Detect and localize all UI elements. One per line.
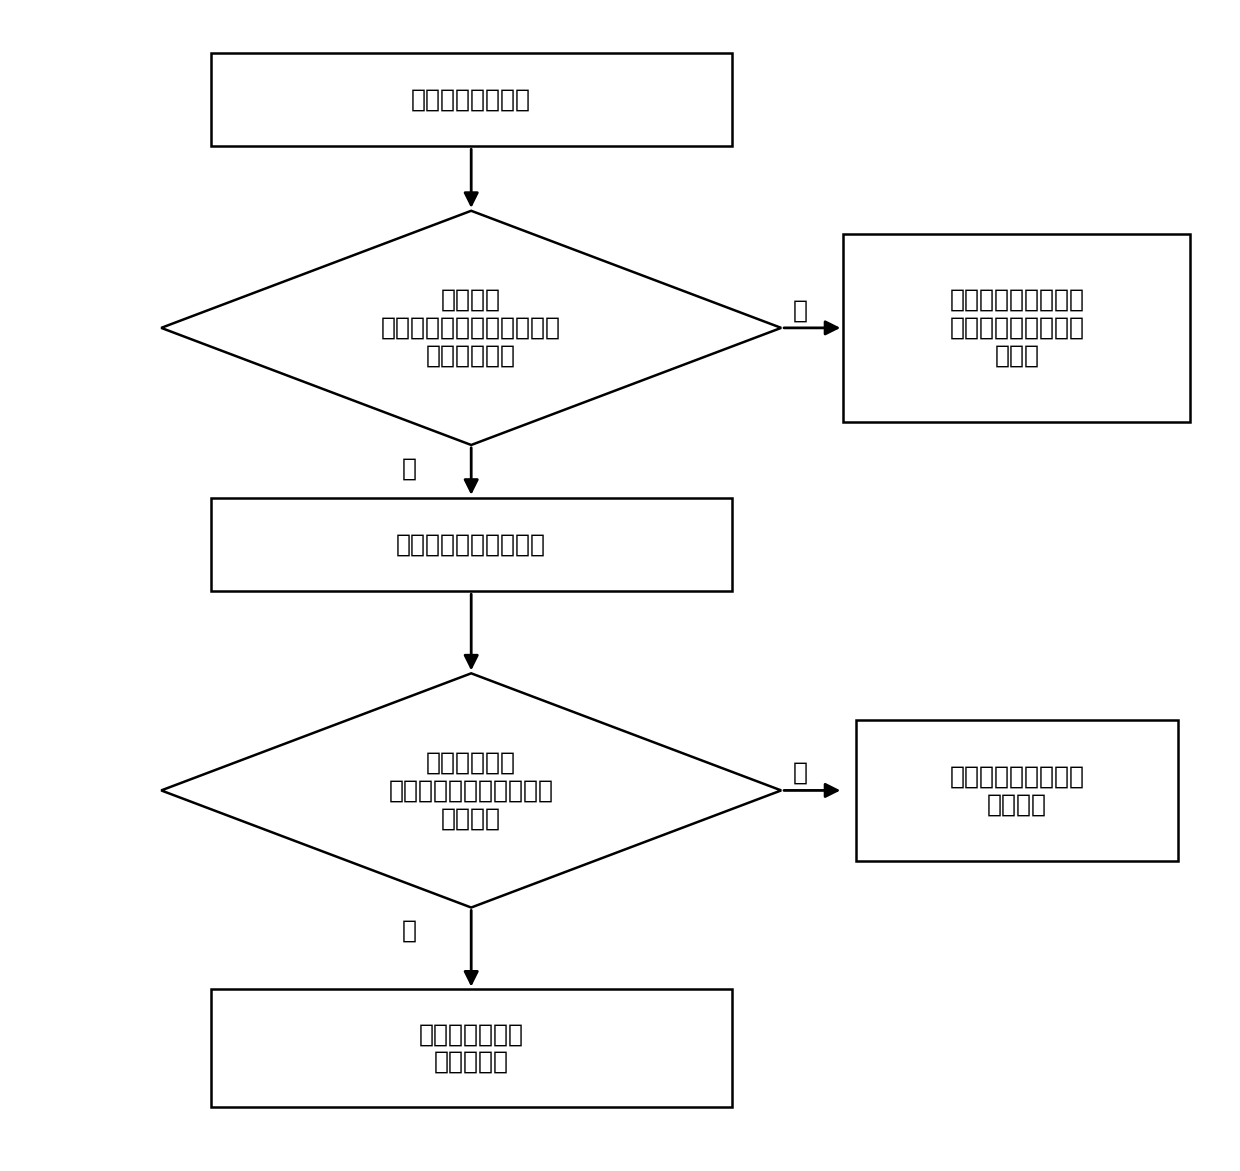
Bar xyxy=(856,720,1178,861)
Text: 判断延迟后的
测机时间是否大于或等于
当前时间: 判断延迟后的 测机时间是否大于或等于 当前时间 xyxy=(388,751,554,830)
Bar xyxy=(211,498,732,591)
Text: 延迟测机时间，
不约束机台: 延迟测机时间， 不约束机台 xyxy=(419,1022,523,1074)
Polygon shape xyxy=(161,211,781,445)
Text: 是: 是 xyxy=(402,457,417,480)
Text: 计算延迟后的测机时间: 计算延迟后的测机时间 xyxy=(397,533,546,556)
Text: 是: 是 xyxy=(402,919,417,943)
Bar xyxy=(211,53,732,146)
Text: 计算最新空闲时间: 计算最新空闲时间 xyxy=(412,88,531,111)
Bar xyxy=(211,989,732,1107)
Polygon shape xyxy=(161,673,781,908)
Text: 判断最新
空闲时间的时间点是否落在
班次可控范围: 判断最新 空闲时间的时间点是否落在 班次可控范围 xyxy=(381,288,562,368)
Text: 否: 否 xyxy=(792,299,807,322)
Text: 不延迟测机时间，并
按照实时控制规则约
束机台: 不延迟测机时间，并 按照实时控制规则约 束机台 xyxy=(950,288,1084,368)
Text: 不延迟测机时间，并
约束机台: 不延迟测机时间，并 约束机台 xyxy=(950,765,1084,816)
Text: 否: 否 xyxy=(792,761,807,785)
Bar xyxy=(843,234,1190,422)
